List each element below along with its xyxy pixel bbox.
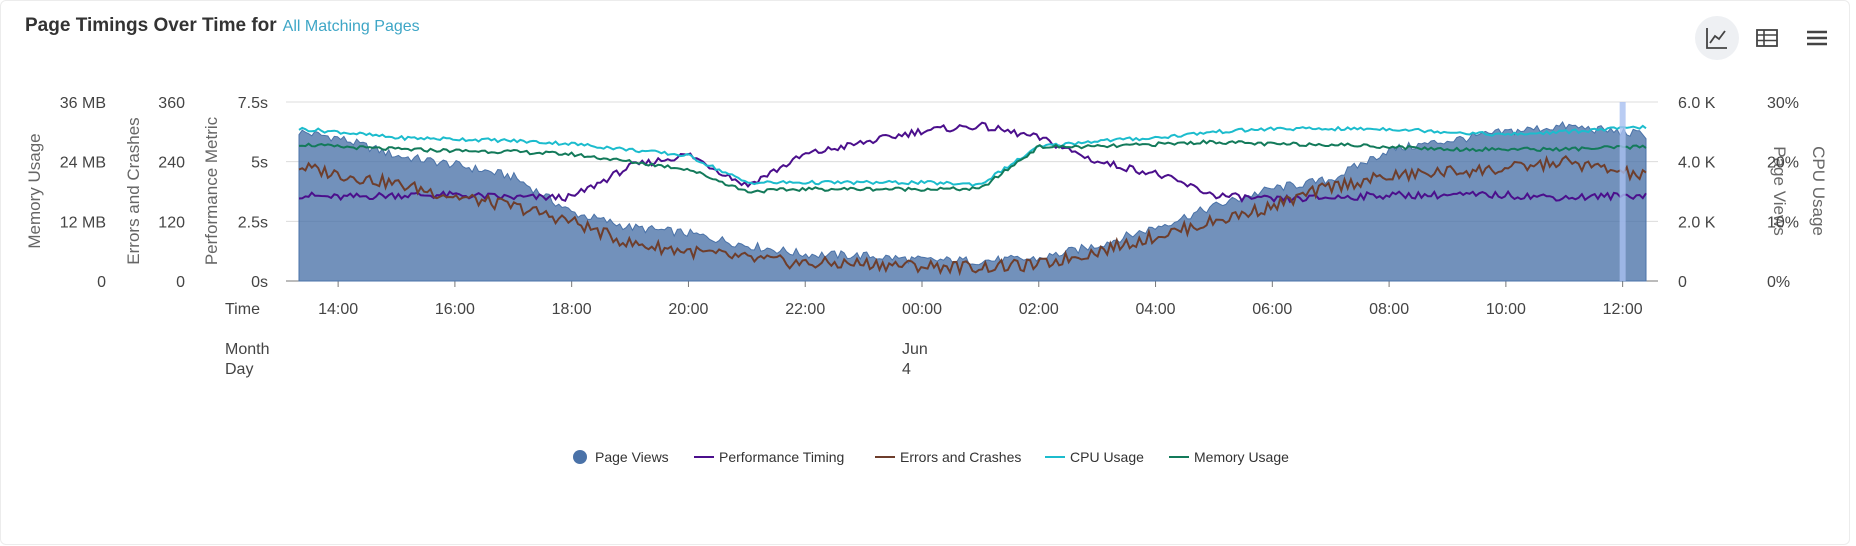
views-tick-label: 2.0 K <box>1678 214 1716 231</box>
hover-highlight-band <box>1619 102 1626 281</box>
day-row-label: Day <box>225 361 253 378</box>
chart-title: Page Timings Over Time for <box>25 15 277 36</box>
perf-tick-label: 5s <box>251 155 268 172</box>
matching-pages-link[interactable]: All Matching Pages <box>282 18 420 35</box>
legend-item-cpu-usage[interactable]: CPU Usage <box>1070 449 1144 465</box>
x-tick-label: 18:00 <box>552 301 592 318</box>
x-tick-label: 20:00 <box>668 301 708 318</box>
line-chart-view-button[interactable] <box>1695 16 1739 60</box>
legend-item-performance-timing[interactable]: Performance Timing <box>719 449 844 465</box>
x-tick-label: 22:00 <box>785 301 825 318</box>
errors-tick-label: 120 <box>158 214 185 231</box>
hamburger-menu-icon <box>1807 30 1827 46</box>
x-tick-label: 08:00 <box>1369 301 1409 318</box>
cpu-axis-title: CPU Usage <box>1809 146 1828 236</box>
legend-item-memory-usage[interactable]: Memory Usage <box>1194 449 1289 465</box>
month-row-label: Month <box>225 341 269 358</box>
views-axis-title: Page Views <box>1770 146 1789 235</box>
time-row-label: Time <box>225 301 260 318</box>
memory-usage-line <box>298 139 1647 194</box>
x-tick-label: 02:00 <box>1019 301 1059 318</box>
x-tick-label: 14:00 <box>318 301 358 318</box>
memory-tick-label: 36 MB <box>60 95 106 112</box>
page-views-area <box>298 120 1647 282</box>
month-value: Jun <box>902 341 928 358</box>
legend-item-page-views[interactable]: Page Views <box>595 449 669 465</box>
memory-tick-label: 24 MB <box>60 155 106 172</box>
cpu-tick-label: 10% <box>1767 214 1799 231</box>
errors-tick-label: 0 <box>176 274 185 291</box>
x-tick-label: 12:00 <box>1603 301 1643 318</box>
views-tick-label: 4.0 K <box>1678 155 1716 172</box>
views-tick-label: 0 <box>1678 274 1687 291</box>
views-tick-label: 6.0 K <box>1678 95 1716 112</box>
x-tick-label: 06:00 <box>1252 301 1292 318</box>
memory-tick-label: 12 MB <box>60 214 106 231</box>
cpu-tick-label: 30% <box>1767 95 1799 112</box>
perf-tick-label: 7.5s <box>238 95 268 112</box>
cpu-usage-line <box>298 124 1647 187</box>
errors-and-crashes-line <box>298 154 1647 277</box>
cpu-tick-label: 20% <box>1767 155 1799 172</box>
x-tick-label: 10:00 <box>1486 301 1526 318</box>
errors-axis-title: Errors and Crashes <box>124 117 143 264</box>
errors-tick-label: 240 <box>158 155 185 172</box>
table-icon <box>1756 29 1778 47</box>
x-tick-label: 00:00 <box>902 301 942 318</box>
chart-header: Page Timings Over Time for All Matching … <box>25 15 420 37</box>
errors-tick-label: 360 <box>158 95 185 112</box>
memory-axis-title: Memory Usage <box>25 133 44 248</box>
day-value: 4 <box>902 361 911 378</box>
perf-tick-label: 2.5s <box>238 214 268 231</box>
memory-tick-label: 0 <box>97 274 106 291</box>
line-chart-icon <box>1706 28 1727 49</box>
perf-tick-label: 0s <box>251 274 268 291</box>
x-tick-label: 16:00 <box>435 301 475 318</box>
legend-marker-page-views[interactable] <box>573 450 587 464</box>
perf-axis-title: Performance Metric <box>202 116 221 265</box>
x-tick-label: 04:00 <box>1136 301 1176 318</box>
legend-item-errors-and-crashes[interactable]: Errors and Crashes <box>900 449 1021 465</box>
menu-button[interactable] <box>1795 16 1839 60</box>
cpu-tick-label: 0% <box>1767 274 1790 291</box>
performance-timing-line <box>298 121 1647 204</box>
table-view-button[interactable] <box>1745 16 1789 60</box>
chart-toolbar <box>1695 16 1839 60</box>
